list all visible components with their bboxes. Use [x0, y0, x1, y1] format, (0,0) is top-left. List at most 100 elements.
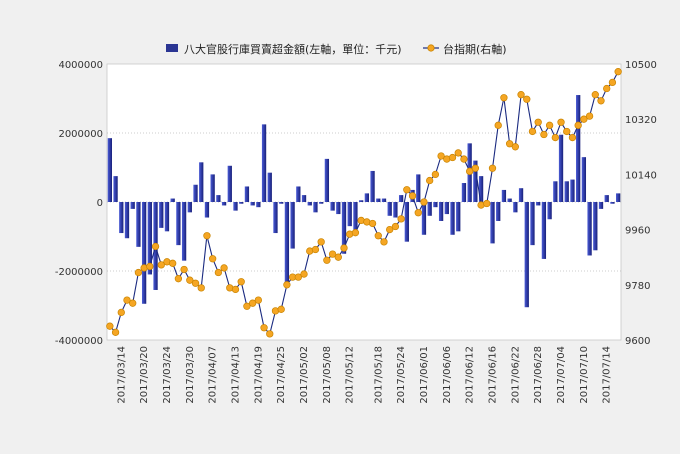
bar: [461, 183, 467, 202]
y-left-tick-label: -4000000: [55, 336, 103, 347]
x-tick-label: 2017/06/28: [533, 346, 544, 404]
bar: [536, 202, 541, 206]
bar: [159, 202, 164, 228]
bar: [164, 202, 170, 232]
line-point: [123, 296, 131, 304]
line-point: [414, 209, 422, 217]
line-point: [528, 127, 537, 136]
y-right-tick-label: 9780: [625, 281, 650, 292]
line-point: [266, 330, 274, 338]
bar: [244, 186, 250, 202]
line-point: [294, 273, 302, 281]
line-point: [386, 225, 394, 234]
bar: [513, 202, 518, 213]
line-point: [106, 322, 114, 330]
bar: [576, 95, 581, 202]
x-tick-label: 2017/04/07: [208, 346, 219, 404]
right-axis: 9600 9780 9960 10140 10320 10500: [625, 60, 657, 347]
bar: [324, 158, 330, 202]
line-point: [603, 84, 611, 93]
x-tick-label: 2017/03/24: [162, 346, 173, 404]
line-point: [186, 276, 194, 284]
bar: [427, 202, 432, 216]
bar: [353, 202, 358, 230]
bar: [587, 202, 592, 256]
bar: [530, 202, 535, 246]
line-point: [197, 284, 205, 292]
x-tick-label: 2017/05/08: [322, 346, 333, 404]
bar: [364, 193, 369, 202]
bar: [518, 188, 524, 202]
line-point: [466, 167, 474, 175]
left-axis: -4000000 -2000000 0 2000000 4000000: [55, 60, 103, 347]
line-point: [277, 305, 285, 313]
x-tick-label: 2017/06/12: [465, 346, 476, 404]
x-axis: 2017/03/14 2017/03/20 2017/03/24 2017/03/30…: [116, 346, 612, 404]
x-tick-label: 2017/04/25: [276, 346, 287, 404]
bar: [421, 202, 427, 235]
line-point: [517, 91, 525, 99]
legend: 八大官股行庫買賣超金額(左軸，單位：千元) 台指期(右軸): [166, 42, 507, 56]
line-point: [391, 222, 400, 231]
bar: [581, 157, 587, 202]
bar: [181, 202, 187, 261]
line-point: [380, 238, 388, 246]
line-point: [254, 296, 262, 304]
line-point: [374, 232, 382, 240]
line-point: [180, 265, 188, 274]
bar: [593, 202, 598, 251]
bar: [564, 181, 569, 202]
x-tick-label: 2017/03/14: [116, 346, 127, 404]
y-left-tick-label: 0: [97, 198, 103, 209]
bar: [496, 202, 501, 221]
bar: [381, 198, 387, 202]
bar: [376, 198, 381, 202]
bar: [553, 181, 558, 202]
bar: [473, 160, 478, 202]
line-point: [500, 94, 508, 102]
line-point: [248, 299, 257, 307]
line-point: [597, 97, 605, 105]
line-point: [454, 149, 462, 157]
bar: [261, 124, 267, 202]
bar: [273, 202, 278, 234]
bar: [290, 202, 295, 249]
line-point: [511, 143, 519, 151]
bar: [524, 202, 529, 308]
line-point: [397, 215, 405, 223]
line-point: [129, 299, 137, 307]
bar: [490, 202, 495, 244]
line-point: [134, 268, 143, 277]
bar: [501, 189, 507, 202]
bar: [193, 184, 198, 202]
bar: [336, 202, 341, 215]
bar: [130, 202, 135, 209]
line-series: [106, 68, 622, 338]
bar: [119, 202, 124, 234]
line-point: [523, 95, 531, 103]
y-right-tick-label: 10320: [625, 115, 657, 126]
line-point: [437, 152, 445, 160]
bar: [176, 202, 181, 246]
bar: [598, 202, 604, 209]
x-tick-label: 2017/06/16: [488, 346, 499, 404]
line-point: [563, 127, 571, 136]
line-point: [591, 91, 599, 99]
line-point: [403, 186, 411, 194]
line-point: [545, 121, 554, 129]
line-point: [431, 170, 440, 179]
bar: [433, 202, 438, 208]
x-tick-label: 2017/05/02: [299, 346, 310, 404]
line-point: [574, 121, 582, 129]
x-tick-label: 2017/03/30: [185, 346, 196, 404]
line-point: [585, 112, 594, 120]
plot-area: [106, 63, 622, 341]
bar: [370, 170, 375, 202]
x-tick-label: 2017/05/24: [396, 346, 407, 404]
bar: [147, 202, 152, 275]
bar: [393, 202, 398, 218]
line-point: [351, 229, 360, 237]
x-tick-label: 2017/04/13: [231, 346, 242, 404]
x-tick-label: 2017/06/06: [442, 346, 453, 404]
bar: [319, 202, 324, 204]
